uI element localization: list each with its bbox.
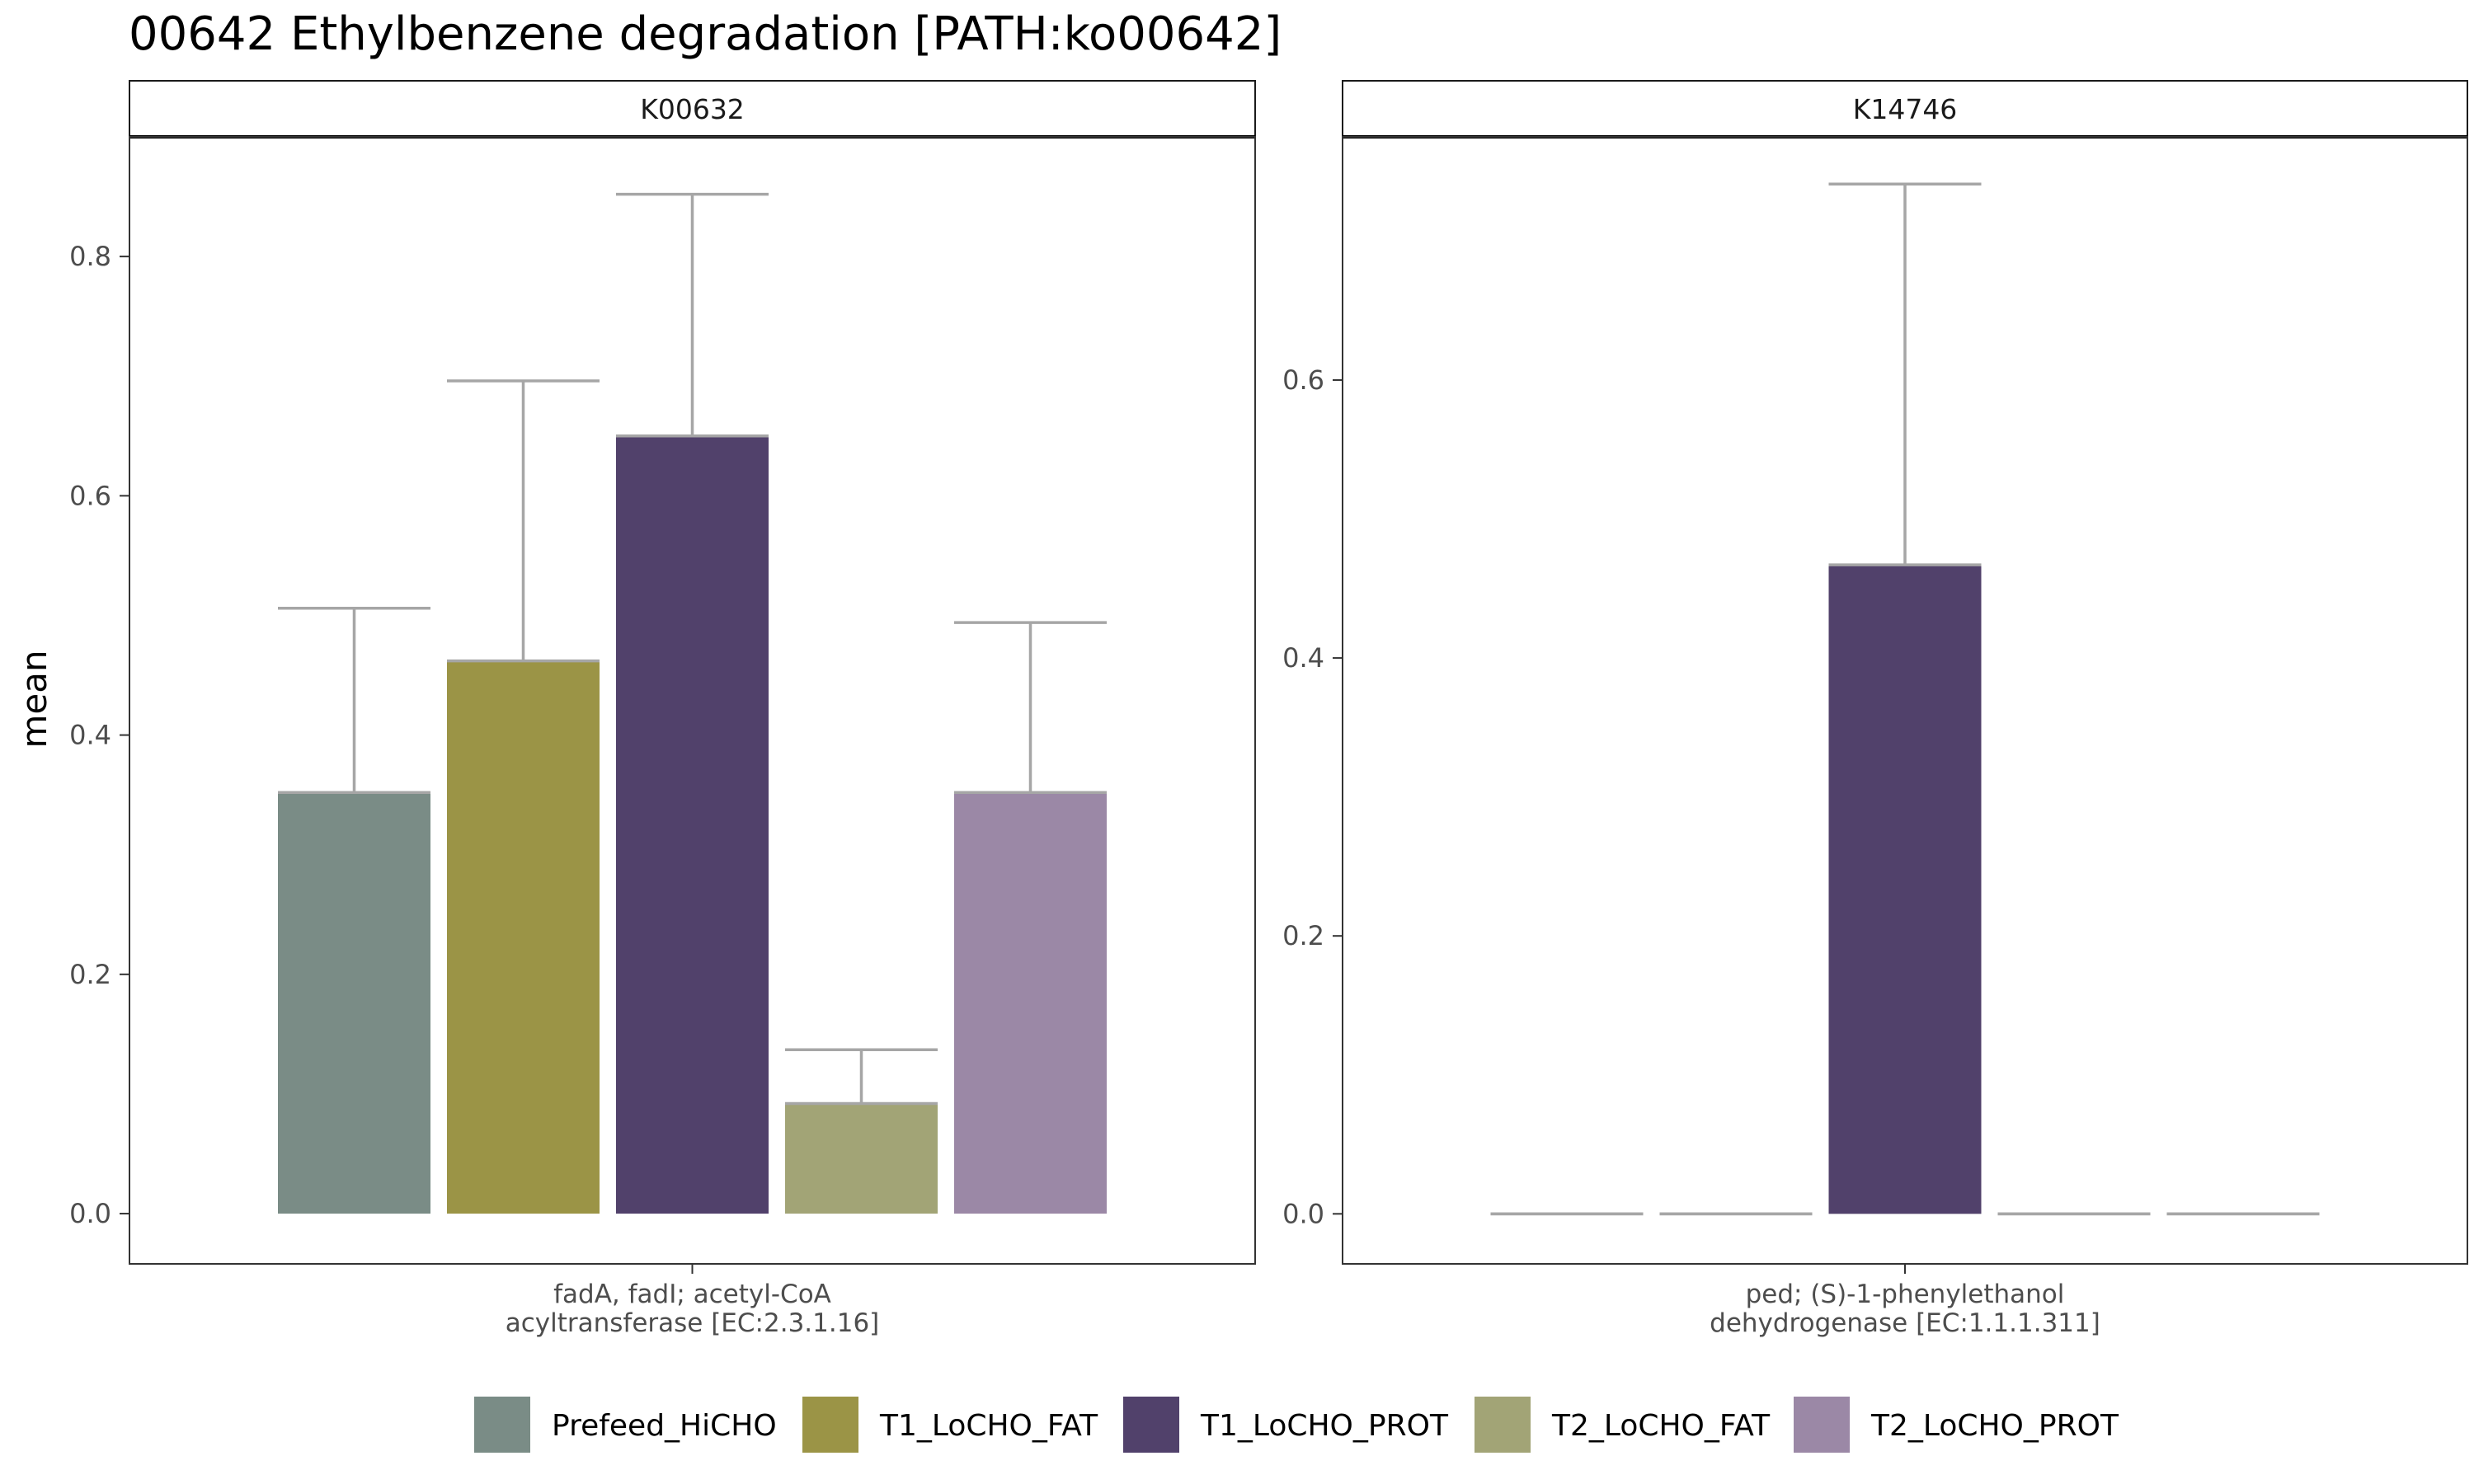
legend-label: T2_LoCHO_FAT	[1551, 1409, 1771, 1443]
legend-item-prefeed-hicho: Prefeed_HiCHO	[474, 1397, 777, 1453]
y-tick-label: 0.0	[69, 1198, 111, 1229]
y-tick-label: 0.8	[69, 241, 111, 272]
legend-label: Prefeed_HiCHO	[552, 1409, 777, 1443]
y-tick-label: 0.4	[69, 720, 111, 751]
y-tick-label: 0.4	[1282, 642, 1324, 674]
legend-swatch	[1475, 1397, 1531, 1453]
facet-panel-k14746: K14746 0.0 0.2 0.4 0.6 ped; (S)-1-phenylethan…	[1282, 80, 2468, 1338]
x-category-label-line: fadA, fadI; acetyl-CoA	[553, 1280, 831, 1309]
y-tick-label: 0.6	[1282, 364, 1324, 396]
legend-label: T2_LoCHO_PROT	[1870, 1409, 2119, 1443]
legend-item-t1-locho-prot: T1_LoCHO_PROT	[1123, 1397, 1449, 1453]
y-tick-label: 0.0	[1282, 1198, 1324, 1229]
legend-swatch	[1794, 1397, 1850, 1453]
legend-swatch	[802, 1397, 858, 1453]
legend-item-t1-locho-fat: T1_LoCHO_FAT	[802, 1397, 1098, 1453]
legend-label: T1_LoCHO_FAT	[879, 1409, 1098, 1443]
facet-panel-k00632: K00632 0.0 0.2 0.4 0.6 0.8 fadA, fadI; acetyl-…	[69, 80, 1256, 1338]
x-category-label-line: acyltransferase [EC:2.3.1.16]	[506, 1308, 880, 1338]
legend-swatch	[1123, 1397, 1179, 1453]
bar-prefeed-hicho	[278, 792, 430, 1214]
facet-strip-label: K14746	[1853, 93, 1958, 125]
facet-panels: K00632 0.0 0.2 0.4 0.6 0.8 fadA, fadI; acetyl-…	[69, 80, 2468, 1338]
y-axis-label: mean	[14, 650, 54, 748]
legend-swatch	[474, 1397, 530, 1453]
legend: Prefeed_HiCHO T1_LoCHO_FAT T1_LoCHO_PROT T2…	[474, 1397, 2119, 1453]
bar-t2-locho-prot	[954, 792, 1107, 1214]
bar-t1-locho-fat	[447, 660, 600, 1214]
legend-item-t2-locho-prot: T2_LoCHO_PROT	[1794, 1397, 2119, 1453]
chart-title: 00642 Ethylbenzene degradation [PATH:ko0…	[129, 7, 1282, 61]
facet-strip	[129, 80, 1256, 138]
facet-strip	[1342, 80, 2468, 138]
y-tick-label: 0.6	[69, 480, 111, 511]
y-tick-label: 0.2	[1282, 920, 1324, 951]
legend-label: T1_LoCHO_PROT	[1200, 1409, 1449, 1443]
x-category-label-line: ped; (S)-1-phenylethanol	[1746, 1280, 2065, 1309]
y-tick-label: 0.2	[69, 959, 111, 990]
bar-t1-locho-prot	[616, 435, 769, 1214]
bar-t2-locho-fat	[785, 1103, 938, 1214]
facet-strip-label: K00632	[640, 93, 745, 125]
x-category-label-line: dehydrogenase [EC:1.1.1.311]	[1710, 1308, 2100, 1338]
bar-t1-locho-prot	[1828, 565, 1982, 1214]
legend-item-t2-locho-fat: T2_LoCHO_FAT	[1475, 1397, 1771, 1453]
